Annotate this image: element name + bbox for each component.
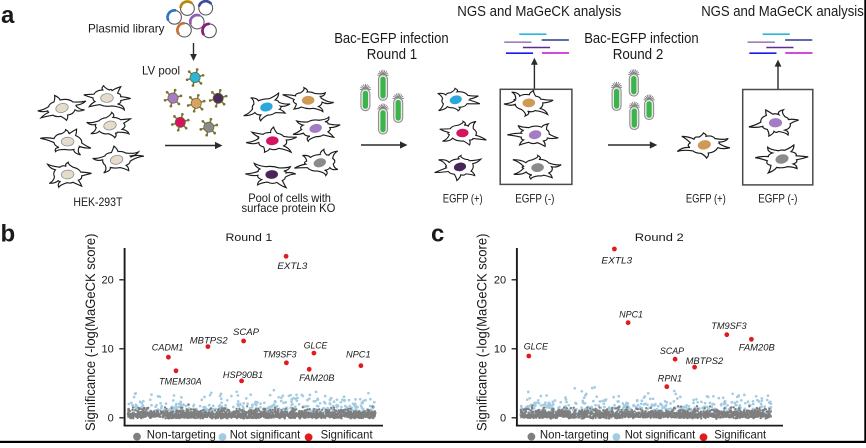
- svg-text:RPN1: RPN1: [658, 373, 682, 384]
- svg-text:NGS and MaGeCK analysis: NGS and MaGeCK analysis: [701, 3, 864, 20]
- svg-text:Non-targeting: Non-targeting: [147, 428, 216, 442]
- svg-text:MBTPS2: MBTPS2: [190, 335, 229, 346]
- svg-text:GLCE: GLCE: [304, 340, 328, 351]
- svg-text:Bac-EGFP infection: Bac-EGFP infection: [584, 30, 698, 47]
- svg-text:Bac-EGFP infection: Bac-EGFP infection: [334, 30, 448, 47]
- svg-text:NPC1: NPC1: [619, 309, 643, 320]
- svg-text:TM9SF3: TM9SF3: [263, 349, 297, 360]
- svg-text:MBTPS2: MBTPS2: [686, 356, 724, 367]
- svg-text:Round 2: Round 2: [613, 46, 664, 63]
- svg-text:Plasmid library: Plasmid library: [88, 22, 165, 36]
- svg-text:EGFP (+): EGFP (+): [686, 192, 726, 206]
- svg-text:c: c: [431, 221, 444, 248]
- svg-text:Not significant: Not significant: [625, 428, 696, 442]
- svg-text:Significant: Significant: [714, 428, 767, 442]
- svg-text:a: a: [1, 2, 15, 29]
- svg-text:0: 0: [500, 413, 506, 425]
- svg-text:EXTL3: EXTL3: [277, 261, 308, 272]
- svg-text:EGFP (+): EGFP (+): [443, 192, 483, 206]
- svg-text:EGFP (-): EGFP (-): [515, 192, 554, 206]
- svg-text:Round 1: Round 1: [226, 232, 273, 244]
- svg-text:EXTL3: EXTL3: [601, 256, 632, 267]
- svg-text:Pool of cells with: Pool of cells with: [248, 191, 331, 205]
- svg-text:10: 10: [102, 344, 114, 356]
- svg-text:GLCE: GLCE: [524, 341, 549, 352]
- svg-text:Round 1: Round 1: [367, 46, 417, 63]
- svg-text:0: 0: [108, 413, 114, 425]
- svg-text:20: 20: [494, 275, 506, 287]
- svg-text:Non-targeting: Non-targeting: [540, 428, 609, 442]
- svg-text:Significant: Significant: [321, 428, 374, 442]
- svg-text:NPC1: NPC1: [346, 349, 371, 360]
- svg-text:TMEM30A: TMEM30A: [159, 377, 202, 388]
- svg-text:FAM20B: FAM20B: [739, 343, 776, 354]
- svg-text:LV pool: LV pool: [142, 64, 180, 78]
- svg-text:Significance (-log(MaGeCK scor: Significance (-log(MaGeCK score): [83, 234, 98, 432]
- svg-text:HEK-293T: HEK-293T: [73, 195, 123, 209]
- svg-text:10: 10: [494, 344, 506, 356]
- svg-text:FAM20B: FAM20B: [299, 373, 335, 384]
- svg-text:surface protein KO: surface protein KO: [242, 201, 336, 215]
- svg-text:CADM1: CADM1: [152, 343, 184, 354]
- svg-text:SCAP: SCAP: [660, 346, 685, 357]
- svg-text:Not significant: Not significant: [230, 428, 301, 442]
- svg-text:Significance (-log(MaGeCK scor: Significance (-log(MaGeCK score): [475, 234, 490, 432]
- svg-text:EGFP (-): EGFP (-): [758, 192, 797, 206]
- svg-text:SCAP: SCAP: [233, 327, 260, 338]
- svg-text:20: 20: [102, 275, 114, 287]
- svg-text:HSP90B1: HSP90B1: [223, 370, 263, 381]
- svg-text:TM9SF3: TM9SF3: [711, 321, 747, 332]
- svg-text:NGS and MaGeCK analysis: NGS and MaGeCK analysis: [457, 3, 621, 20]
- svg-text:Round 2: Round 2: [635, 232, 684, 244]
- svg-text:b: b: [1, 221, 16, 248]
